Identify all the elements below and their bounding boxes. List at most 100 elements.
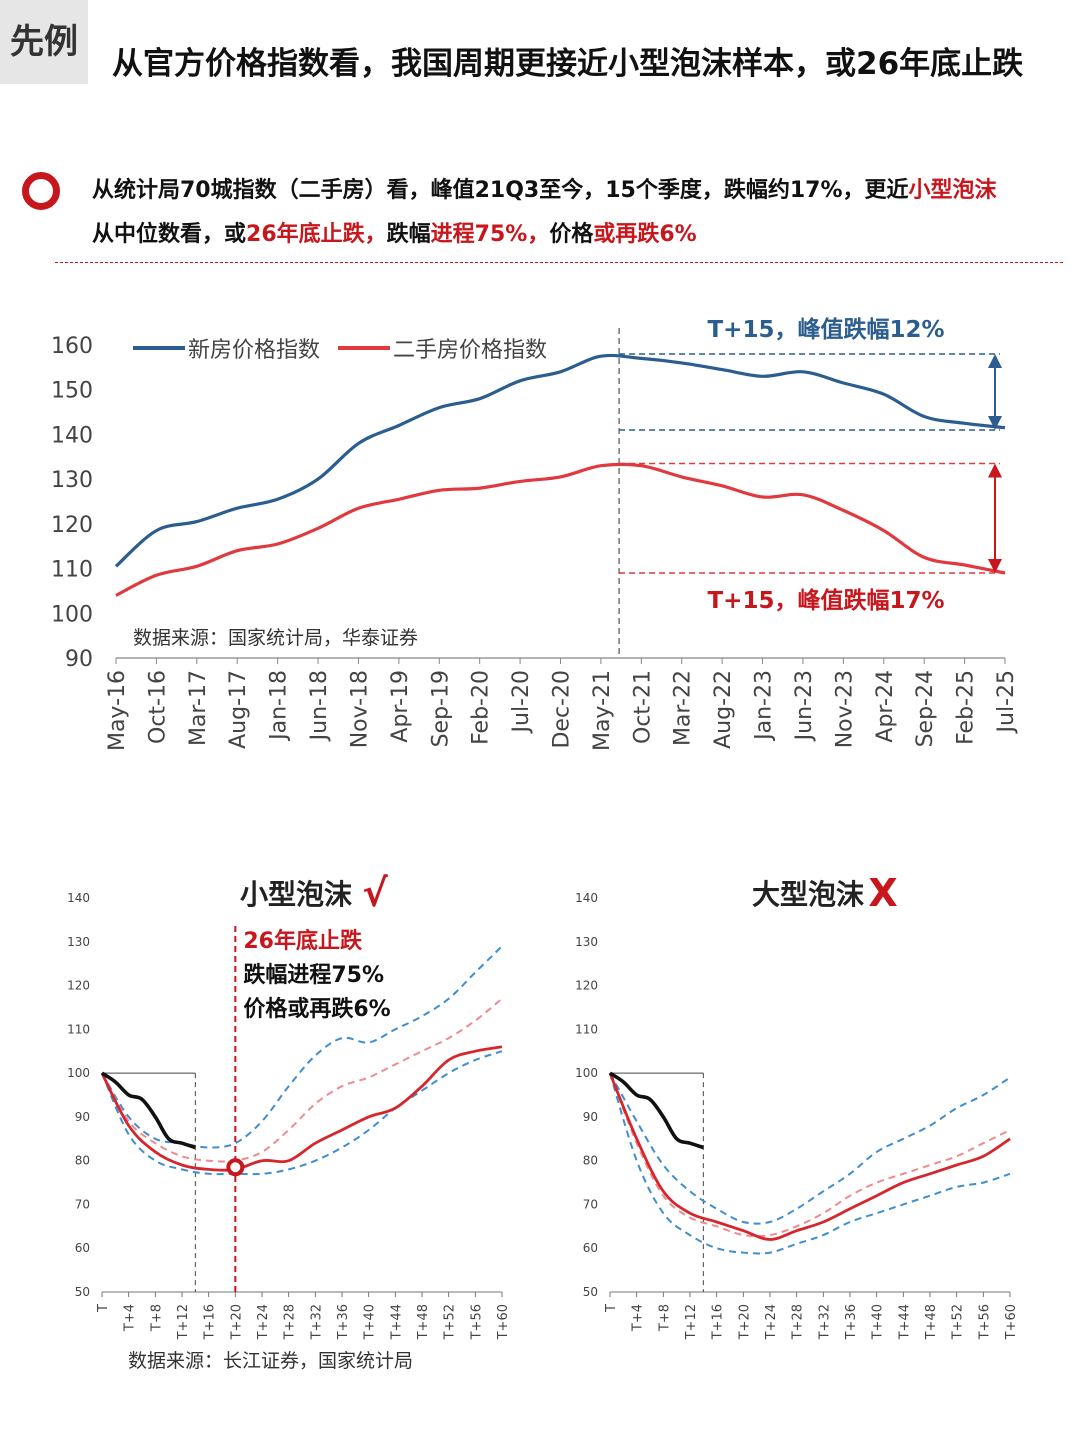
y-tick-label: 140 xyxy=(67,891,90,905)
y-tick-label: 130 xyxy=(67,935,90,949)
stop-decline-marker xyxy=(226,1158,245,1177)
blue-drop-annotation: T+15，峰值跌幅12% xyxy=(707,316,944,343)
y-tick-label: 120 xyxy=(67,979,90,993)
dashed-divider xyxy=(55,262,1063,263)
summary-line-1-text: 从统计局70城指数（二手房）看，峰值21Q3至今，15个季度，跌幅约17%，更近 xyxy=(92,178,909,203)
x-tick-label: Jul-20 xyxy=(509,670,534,734)
x-tick-label: T+28 xyxy=(791,1304,806,1340)
y-tick-label: 50 xyxy=(75,1285,90,1299)
x-tick-label: Sep-19 xyxy=(428,670,453,747)
page-title: 从官方价格指数看，我国周期更接近小型泡沫样本，或26年底止跌 xyxy=(112,46,1024,82)
x-tick-label: T+44 xyxy=(897,1304,912,1340)
series-line-median xyxy=(608,1072,1011,1241)
summary-line-2: 从中位数看，或26年底止跌，跌幅进程75%，价格或再跌6% xyxy=(92,216,697,248)
x-tick-label: T+32 xyxy=(817,1304,832,1340)
x-tick-label: T+32 xyxy=(309,1304,324,1340)
x-tick-label: Jan-23 xyxy=(752,670,777,742)
x-tick-label: Aug-22 xyxy=(711,670,736,749)
x-tick-label: T+8 xyxy=(149,1304,164,1332)
y-tick-label: 70 xyxy=(75,1197,90,1211)
x-tick-label: T+36 xyxy=(336,1304,351,1340)
y-tick-label: 160 xyxy=(51,334,93,359)
y-tick-label: 140 xyxy=(51,423,93,448)
x-tick-label: T+36 xyxy=(844,1304,859,1340)
x-tick-label: T+16 xyxy=(711,1304,726,1340)
x-tick-label: T+12 xyxy=(176,1304,191,1340)
series-line-current xyxy=(100,1071,196,1150)
x-tick-label: T+60 xyxy=(1004,1304,1019,1340)
x-tick-label: T+20 xyxy=(229,1304,244,1340)
x-tick-label: T+56 xyxy=(977,1304,992,1340)
x-tick-label: T+44 xyxy=(389,1304,404,1340)
annotation-decline-progress: 跌幅进程75% xyxy=(243,963,384,988)
chart-title: 小型泡沫 xyxy=(240,878,352,911)
y-tick-label: 150 xyxy=(51,379,93,404)
chart-title: 大型泡沫 xyxy=(752,878,864,911)
x-tick-label: Jan-18 xyxy=(267,670,292,742)
summary-line-1-highlight: 小型泡沫 xyxy=(908,178,997,203)
x-tick-label: T+28 xyxy=(283,1304,298,1340)
series-line-upper-band xyxy=(609,1072,1011,1225)
legend-label-new-home: 新房价格指数 xyxy=(188,338,320,363)
y-tick-label: 130 xyxy=(575,935,598,949)
summary-line-2-text-c: 跌幅 xyxy=(386,222,431,247)
series-line-median xyxy=(100,1045,503,1172)
x-tick-label: T+4 xyxy=(123,1304,138,1332)
x-tick-label: T+40 xyxy=(871,1304,886,1340)
y-tick-label: 90 xyxy=(75,1110,90,1124)
summary-line-1: 从统计局70城指数（二手房）看，峰值21Q3至今，15个季度，跌幅约17%，更近… xyxy=(92,172,997,204)
cross-mark-icon: X xyxy=(868,871,897,915)
bottom-source: 数据来源：长江证券，国家统计局 xyxy=(128,1350,414,1372)
x-tick-label: Aug-17 xyxy=(226,670,251,749)
x-tick-label: T+8 xyxy=(657,1304,672,1332)
x-tick-label: Feb-20 xyxy=(469,670,494,745)
summary-line-2-text-e: 价格 xyxy=(549,222,594,247)
x-tick-label: T+48 xyxy=(416,1304,431,1340)
y-tick-label: 60 xyxy=(583,1241,598,1255)
y-tick-label: 100 xyxy=(51,602,93,627)
red-drop-arrow-head-down xyxy=(988,559,1002,574)
x-tick-label: Dec-20 xyxy=(550,670,575,749)
x-tick-label: T+16 xyxy=(203,1304,218,1340)
chart-source: 数据来源：国家统计局，华泰证券 xyxy=(133,627,418,649)
bullet-circle-icon xyxy=(22,172,60,210)
x-tick-label: Sep-24 xyxy=(913,670,938,747)
x-tick-label: Mar-22 xyxy=(671,670,696,746)
y-tick-label: 130 xyxy=(51,468,93,493)
red-drop-annotation: T+15，峰值跌幅17% xyxy=(707,587,944,614)
series-line-current xyxy=(608,1071,704,1150)
x-tick-label: May-16 xyxy=(105,670,130,751)
x-tick-label: Oct-21 xyxy=(630,670,655,744)
y-tick-label: 110 xyxy=(575,1022,598,1036)
x-tick-label: T+12 xyxy=(684,1304,699,1340)
x-tick-label: T+24 xyxy=(256,1304,271,1340)
y-tick-label: 100 xyxy=(575,1066,598,1080)
y-tick-label: 80 xyxy=(583,1154,598,1168)
summary-line-2-highlight-b: 26年底止跌， xyxy=(246,222,387,247)
x-tick-label: May-21 xyxy=(590,670,615,751)
series-line-lower-band xyxy=(609,1072,1011,1255)
x-tick-label: Apr-24 xyxy=(873,670,898,743)
y-tick-label: 70 xyxy=(583,1197,598,1211)
annotation-further-drop: 价格或再跌6% xyxy=(243,996,390,1022)
x-tick-label: Jun-23 xyxy=(792,670,817,742)
x-tick-label: T+56 xyxy=(469,1304,484,1340)
x-tick-label: T+4 xyxy=(631,1304,646,1332)
y-tick-label: 110 xyxy=(51,558,93,583)
x-tick-label: Feb-25 xyxy=(954,670,979,745)
x-tick-label: T+20 xyxy=(737,1304,752,1340)
legend-label-second-hand: 二手房价格指数 xyxy=(393,338,547,363)
y-tick-label: 140 xyxy=(575,891,598,905)
y-tick-label: 50 xyxy=(583,1285,598,1299)
annotation-stop-year: 26年底止跌 xyxy=(243,928,363,954)
main-price-index-chart: 90 100 110 120 130 140 150 160 May-16 Oct-16 Mar-1… xyxy=(51,316,1019,751)
y-tick-label: 120 xyxy=(51,513,93,538)
x-tick-label: T+40 xyxy=(363,1304,378,1340)
x-tick-label: T xyxy=(96,1304,111,1313)
y-tick-label: 90 xyxy=(583,1110,598,1124)
x-tick-label: Jul-25 xyxy=(994,670,1019,734)
blue-drop-arrow-head-down xyxy=(988,415,1002,430)
blue-drop-arrow-head-up xyxy=(988,353,1002,368)
summary-line-2-text-a: 从中位数看，或 xyxy=(92,222,247,247)
x-tick-label: T xyxy=(604,1304,619,1313)
